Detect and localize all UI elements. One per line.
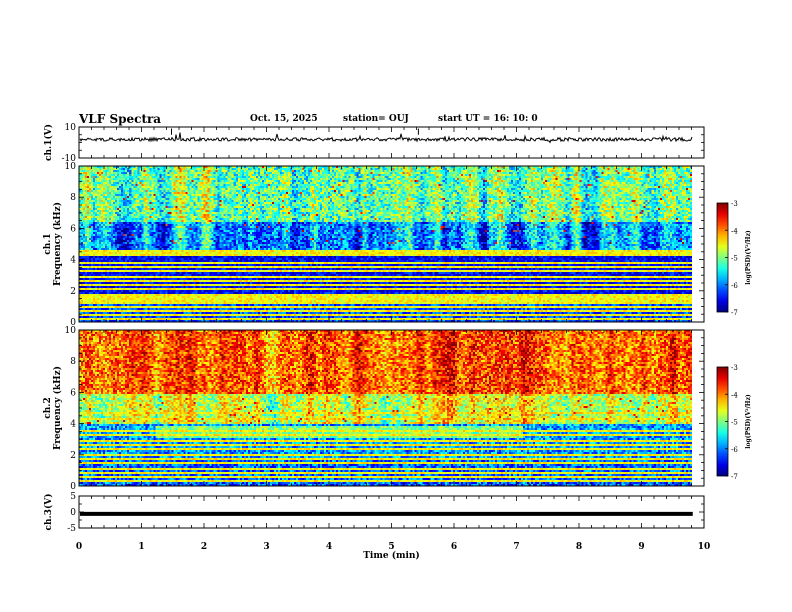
y-axis-title-line: ch.3(V)	[43, 494, 54, 531]
spectrogram-image-ch2	[79, 330, 704, 486]
x-tick-label: 4	[326, 542, 332, 552]
colorbar-tick-label-panel-3: -5	[731, 419, 738, 427]
y-axis-title-panel-1: ch.1(V)	[43, 124, 54, 161]
y-tick-label-panel-1: 10	[65, 123, 77, 133]
x-tick-label: 1	[138, 542, 144, 552]
y-ticks-panel-3	[79, 329, 704, 487]
y-ticks-panel-2	[79, 165, 704, 323]
y-tick-label-panel-3: 2	[70, 451, 76, 461]
x-tick-label: 3	[263, 542, 269, 552]
y-tick-label-panel-3: 10	[65, 326, 77, 336]
y-tick-label-panel-3: 0	[70, 482, 76, 492]
y-axis-title-line: Frequency (kHz)	[52, 366, 63, 450]
colorbar-tick-label-panel-3: -6	[731, 446, 738, 454]
x-tick-label: 5	[388, 542, 394, 552]
y-tick-label-panel-3: 8	[70, 357, 76, 367]
y-axis-title-panel-3: ch.2 Frequency (kHz)	[43, 366, 63, 450]
y-axis-title-panel-4: ch.3(V)	[43, 494, 54, 531]
y-tick-label-panel-1: -10	[62, 154, 77, 164]
x-tick-label: 10	[698, 542, 711, 552]
colorbar-tick-label-panel-3: -4	[731, 391, 738, 399]
y-tick-label-panel-2: 2	[70, 287, 76, 297]
x-tick-label: 8	[576, 542, 582, 552]
x-tick-label: 9	[638, 542, 644, 552]
colorbar-tick-label-panel-2: -6	[731, 282, 738, 290]
colorbar-label-panel-3: log(PSD)(V²/Hz)	[745, 394, 752, 449]
x-tick-label: 6	[451, 542, 457, 552]
y-tick-label-panel-4: 5	[70, 492, 76, 502]
y-axis-title-line: ch.2	[43, 397, 53, 418]
colorbar-tick-label-panel-3: -3	[731, 364, 738, 372]
y-axis-title-line: ch.1(V)	[43, 124, 54, 161]
y-axis-title-line: ch.1	[43, 233, 53, 254]
colorbar-tick-label-panel-2: -3	[731, 200, 738, 208]
x-tick-label: 7	[513, 542, 519, 552]
colorbar-tick-label-panel-2: -5	[731, 255, 738, 263]
colorbar-label-panel-2: log(PSD)(V²/Hz)	[745, 230, 752, 285]
x-tick-label: 0	[76, 542, 82, 552]
y-axis-title-panel-2: ch.1 Frequency (kHz)	[43, 202, 63, 286]
y-tick-label-panel-3: 4	[70, 420, 76, 430]
colorbar-tick-label-panel-2: -4	[731, 227, 738, 235]
figure-title: VLF Spectra	[79, 112, 162, 126]
ch1-waveform-trace	[79, 132, 693, 144]
x-ticks-panel-1	[78, 127, 705, 158]
spectrogram-image-ch1	[79, 166, 704, 322]
date-label: Oct. 15, 2025	[250, 114, 318, 124]
y-tick-label-panel-2: 4	[70, 256, 76, 266]
y-ticks-panel-4	[79, 495, 704, 529]
colorbar-tick-label-panel-2: -7	[731, 309, 738, 317]
y-tick-label-panel-2: 8	[70, 193, 76, 203]
station-label: station= OUJ	[343, 114, 409, 124]
x-axis-title: Time (min)	[363, 550, 420, 561]
y-tick-label-panel-2: 0	[70, 318, 76, 328]
y-axis-title-line: Frequency (kHz)	[52, 202, 63, 286]
x-tick-label: 2	[201, 542, 207, 552]
y-tick-label-panel-2: 6	[70, 224, 76, 234]
y-tick-label-panel-4: -5	[67, 524, 76, 534]
y-tick-label-panel-3: 6	[70, 388, 76, 398]
y-tick-label-panel-4: 0	[70, 508, 76, 518]
y-tick-label-panel-2: 10	[65, 162, 77, 172]
start-time-label: start UT = 16: 10: 0	[438, 114, 538, 124]
colorbar-tick-label-panel-3: -7	[731, 473, 738, 481]
y-ticks-panel-1	[79, 126, 704, 159]
